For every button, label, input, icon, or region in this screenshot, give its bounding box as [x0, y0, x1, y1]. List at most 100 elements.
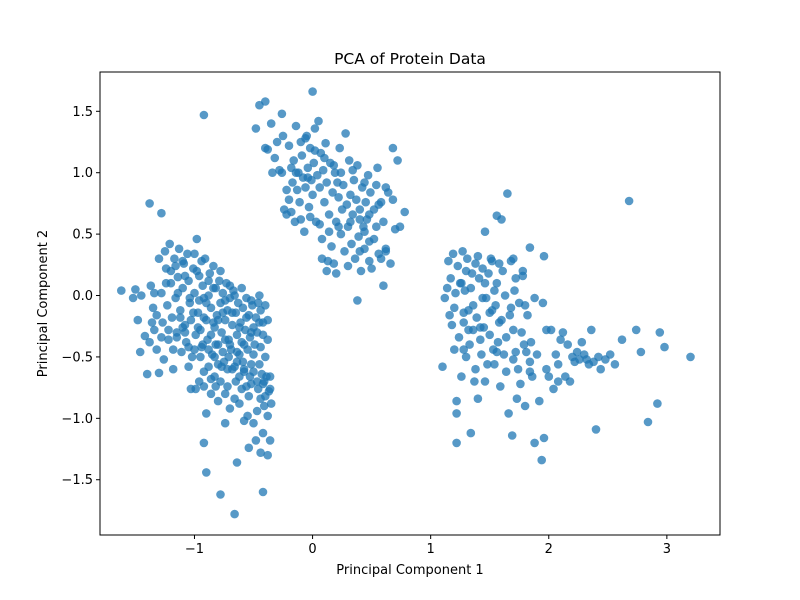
data-point — [238, 303, 248, 313]
data-point — [504, 409, 513, 418]
data-point — [164, 325, 173, 335]
data-point — [509, 355, 518, 364]
data-point — [291, 121, 301, 131]
data-point — [490, 360, 499, 369]
data-point — [519, 340, 529, 349]
data-point — [296, 215, 306, 224]
data-point — [304, 202, 314, 212]
data-point — [205, 269, 215, 278]
data-point — [225, 281, 235, 291]
data-point — [220, 296, 230, 305]
data-point — [530, 293, 539, 303]
data-point — [317, 254, 327, 263]
data-point — [322, 266, 332, 276]
data-point — [480, 278, 490, 288]
data-point — [253, 298, 263, 308]
data-point — [137, 291, 146, 300]
data-point — [313, 170, 322, 180]
data-point — [159, 355, 169, 364]
data-point — [232, 458, 242, 467]
data-point — [352, 195, 361, 204]
data-point — [263, 145, 273, 154]
data-point — [572, 347, 582, 357]
data-point — [265, 436, 275, 445]
data-point — [503, 189, 512, 198]
data-point — [328, 188, 337, 197]
data-point — [492, 278, 502, 288]
data-point — [308, 87, 317, 96]
data-point — [171, 261, 180, 271]
data-point — [220, 418, 230, 428]
data-point — [610, 360, 620, 369]
data-point — [135, 347, 145, 357]
data-point — [318, 165, 328, 175]
data-point — [204, 276, 213, 286]
data-point — [202, 298, 211, 308]
data-point — [492, 347, 502, 357]
data-point — [522, 347, 531, 357]
data-point — [265, 384, 275, 394]
data-point — [476, 335, 485, 345]
data-point — [197, 256, 206, 266]
data-point — [272, 137, 282, 147]
data-point — [246, 379, 256, 389]
data-point — [353, 296, 362, 305]
data-point — [336, 229, 346, 239]
data-point — [445, 310, 454, 320]
data-point — [170, 254, 179, 263]
data-point — [295, 197, 304, 207]
data-point — [459, 345, 469, 354]
data-point — [173, 288, 183, 298]
data-point — [516, 379, 525, 389]
data-point — [509, 325, 518, 335]
data-point — [230, 291, 239, 300]
data-point — [454, 333, 464, 342]
data-point — [157, 208, 166, 218]
data-point — [315, 183, 325, 192]
data-point — [206, 389, 216, 399]
data-point — [192, 266, 202, 276]
data-point — [509, 254, 518, 263]
y-axis: −1.5 −1.0 −0.5 0.0 0.5 1.0 1.5 — [61, 105, 100, 488]
data-point — [329, 259, 339, 268]
data-point — [196, 352, 205, 362]
data-point — [261, 301, 270, 310]
data-point — [303, 163, 313, 173]
data-point — [350, 254, 360, 263]
data-point — [480, 227, 490, 236]
data-point — [186, 315, 196, 325]
data-point — [365, 210, 374, 219]
data-point — [518, 271, 528, 281]
data-point — [532, 350, 542, 359]
data-point — [321, 138, 330, 148]
data-point — [324, 210, 334, 219]
data-point — [360, 227, 369, 236]
data-point — [218, 347, 228, 357]
data-point — [480, 377, 490, 386]
data-point — [463, 254, 472, 263]
data-point — [186, 384, 196, 394]
data-point — [367, 264, 376, 273]
data-point — [177, 347, 186, 357]
data-point — [185, 293, 195, 303]
data-point — [507, 431, 517, 440]
data-point — [261, 352, 270, 362]
data-point — [498, 266, 508, 276]
x-axis: −1 0 1 2 3 — [185, 535, 671, 557]
data-point — [483, 360, 492, 369]
data-point — [477, 350, 486, 359]
x-axis-title: Principal Component 1 — [336, 563, 483, 578]
data-point — [315, 220, 325, 229]
data-point — [542, 364, 551, 374]
data-point — [239, 340, 249, 349]
data-point — [660, 342, 669, 352]
data-point — [237, 384, 246, 394]
data-point — [373, 163, 382, 173]
data-point — [187, 352, 197, 362]
data-point — [184, 362, 193, 372]
data-point — [277, 168, 287, 177]
data-point — [487, 256, 497, 266]
y-axis-title: Principal Component 2 — [36, 230, 51, 377]
data-point — [388, 143, 398, 153]
data-point — [291, 168, 301, 177]
